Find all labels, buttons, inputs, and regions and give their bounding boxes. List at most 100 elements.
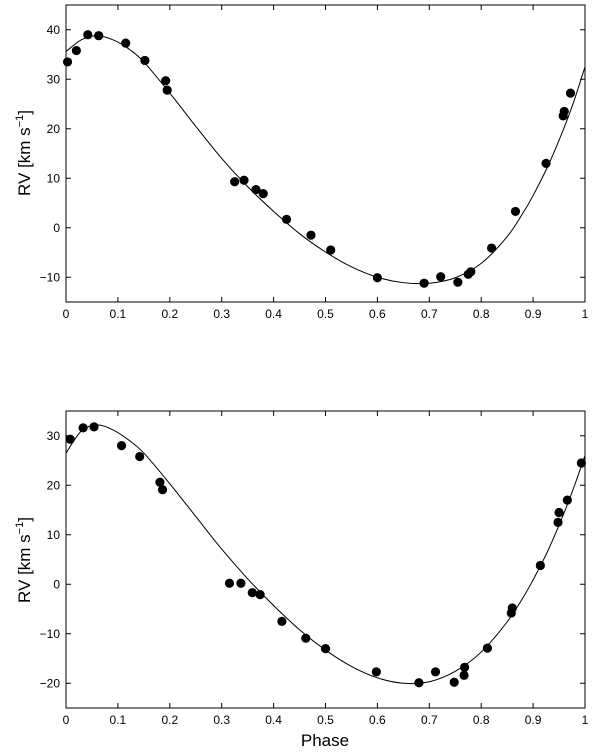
data-point [554, 507, 564, 518]
data-point [247, 588, 257, 598]
y-tick-label: 10 [47, 528, 61, 542]
x-tick-label: 0.5 [317, 307, 334, 321]
x-tick-label: 0.2 [161, 307, 178, 321]
plot-frame [65, 4, 586, 303]
x-tick-label: 0.4 [265, 307, 282, 321]
data-point [301, 633, 311, 643]
x-tick-label: 0.6 [369, 713, 386, 727]
rv-panel-bottom: 0 0.1 0.2 0.3 0.4 0.5 0.6 0.7 0.8 0.9 1 −20 −10 0 10 2… [14, 410, 589, 750]
data-point [161, 76, 171, 86]
x-tick-label: 1 [582, 307, 589, 321]
x-tick-label: 0.9 [525, 307, 542, 321]
x-tick-label: 0.8 [473, 307, 490, 321]
y-tick-label: −10 [40, 270, 61, 284]
data-point [541, 158, 551, 168]
y-tick-label: 10 [47, 171, 61, 185]
data-point [230, 177, 240, 187]
data-point [430, 667, 441, 677]
data-point [306, 230, 316, 240]
x-tick-label: 0.8 [473, 713, 490, 727]
data-point [62, 57, 73, 67]
data-point [239, 175, 249, 185]
fit-curve [65, 35, 586, 285]
data-point [258, 188, 268, 199]
x-tick-label: 0 [63, 713, 70, 727]
data-point [255, 590, 265, 600]
y-tick-label: 30 [47, 72, 61, 86]
x-tick-label: 0.4 [265, 713, 282, 727]
data-point [565, 88, 576, 98]
data-point [281, 214, 292, 224]
y-axis-label: RV [km s−1] [14, 517, 34, 603]
data-point [326, 245, 336, 255]
data-point [116, 441, 127, 451]
data-point [135, 451, 145, 462]
y-tick-label: −10 [40, 627, 61, 641]
x-axis: 0 0.1 0.2 0.3 0.4 0.5 0.6 0.7 0.8 0.9 1 [63, 411, 589, 727]
data-point [320, 644, 331, 654]
data-point [459, 670, 469, 680]
data-point [535, 560, 545, 571]
data-point [251, 185, 261, 195]
data-point [94, 31, 104, 41]
data-point [562, 495, 572, 505]
data-point [236, 578, 246, 588]
y-tick-label: 0 [53, 577, 60, 591]
data-point [486, 243, 497, 253]
y-tick-label: 40 [47, 23, 61, 37]
data-point [449, 677, 459, 687]
fit-curve [65, 424, 586, 685]
data-point [453, 277, 463, 287]
y-axis: −20 −10 0 10 20 30 [40, 429, 585, 690]
data-point [414, 678, 424, 688]
rv-panel-top: 0 0.1 0.2 0.3 0.4 0.5 0.6 0.7 0.8 0.9 1 −10 0 10 20 30… [14, 4, 589, 321]
data-point [140, 55, 150, 66]
data-point [559, 106, 569, 117]
x-tick-label: 0.1 [110, 713, 127, 727]
data-point [466, 267, 476, 277]
x-tick-label: 0.7 [421, 713, 438, 727]
data-point [78, 423, 88, 433]
x-tick-label: 0.6 [369, 307, 386, 321]
data-point [157, 485, 168, 495]
data-point [576, 458, 586, 468]
data-point [224, 578, 235, 588]
data-point [507, 603, 517, 613]
data-point [65, 434, 75, 444]
data-point [553, 517, 563, 527]
x-tick-label: 0.5 [317, 713, 334, 727]
data-point [277, 616, 287, 626]
x-axis: 0 0.1 0.2 0.3 0.4 0.5 0.6 0.7 0.8 0.9 1 [63, 5, 589, 321]
y-axis: −10 0 10 20 30 40 [40, 23, 585, 284]
data-point [121, 38, 131, 48]
y-tick-label: 0 [53, 221, 60, 235]
x-tick-label: 1 [582, 713, 589, 727]
data-point [372, 273, 382, 283]
y-tick-label: 30 [47, 429, 61, 443]
x-tick-label: 0.7 [421, 307, 438, 321]
data-point [371, 667, 381, 677]
data-point [436, 272, 446, 282]
data-point [155, 477, 165, 487]
data-points [62, 30, 576, 288]
data-point [482, 643, 493, 653]
data-point [459, 662, 470, 673]
x-tick-label: 0 [63, 307, 70, 321]
x-tick-label: 0.9 [525, 713, 542, 727]
data-point [89, 422, 99, 432]
x-tick-label: 0.1 [110, 307, 127, 321]
x-tick-label: 0.2 [161, 713, 178, 727]
data-point [83, 30, 93, 40]
data-points [65, 422, 586, 688]
y-axis-label: RV [km s−1] [14, 110, 34, 196]
x-tick-label: 0.3 [213, 713, 230, 727]
x-tick-label: 0.3 [213, 307, 230, 321]
data-point [419, 278, 429, 288]
data-point [162, 85, 172, 95]
data-point [71, 45, 81, 56]
y-tick-label: 20 [47, 122, 61, 136]
y-tick-label: −20 [40, 676, 61, 690]
data-point [510, 206, 521, 217]
x-axis-label: Phase [301, 731, 349, 750]
